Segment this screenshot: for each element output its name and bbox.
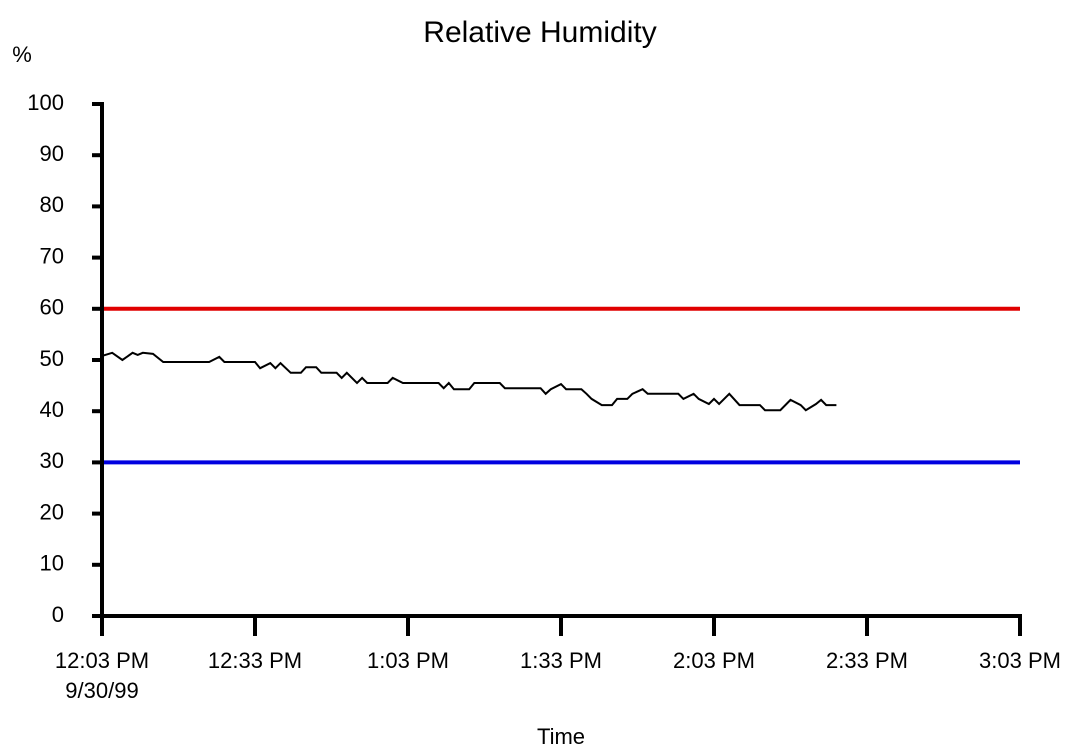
x-tick-label: 12:33 PM	[208, 648, 302, 673]
x-tick-label: 2:03 PM	[673, 648, 755, 673]
y-tick-label: 80	[40, 192, 64, 217]
chart-title: Relative Humidity	[423, 16, 656, 49]
x-tick-label: 1:33 PM	[520, 648, 602, 673]
y-tick-label: 70	[40, 243, 64, 268]
y-tick-label: 100	[27, 90, 64, 115]
y-tick-label: 60	[40, 295, 64, 320]
y-tick-label: 20	[40, 499, 64, 524]
y-tick-label: 0	[52, 602, 64, 627]
date-label: 9/30/99	[65, 678, 138, 703]
y-tick-label: 50	[40, 346, 64, 371]
x-tick-label: 3:03 PM	[979, 648, 1061, 673]
y-tick-label: 40	[40, 397, 64, 422]
y-axis-label: %	[12, 42, 32, 67]
x-axis-label: Time	[537, 724, 585, 747]
x-tick-label: 12:03 PM	[55, 648, 149, 673]
data-line	[101, 351, 837, 412]
y-tick-label: 10	[40, 551, 64, 576]
y-tick-label: 30	[40, 448, 64, 473]
y-tick-label: 90	[40, 141, 64, 166]
x-tick-label: 2:33 PM	[826, 648, 908, 673]
x-tick-label: 1:03 PM	[367, 648, 449, 673]
